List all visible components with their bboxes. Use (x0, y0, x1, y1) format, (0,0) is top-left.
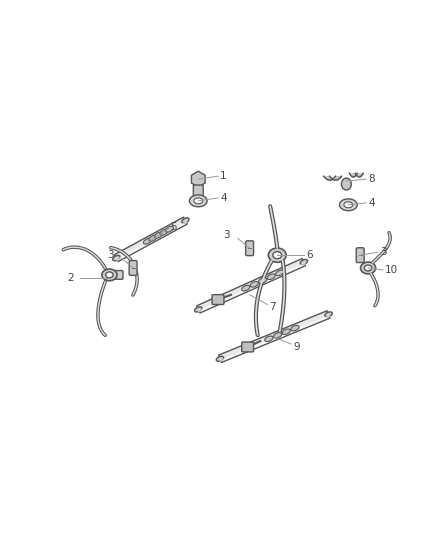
Ellipse shape (360, 262, 376, 274)
Ellipse shape (194, 307, 202, 312)
Text: 7: 7 (269, 302, 276, 312)
Ellipse shape (265, 336, 273, 342)
FancyBboxPatch shape (242, 342, 254, 352)
Ellipse shape (149, 235, 157, 241)
Ellipse shape (242, 285, 250, 291)
Ellipse shape (276, 270, 284, 276)
Ellipse shape (182, 218, 189, 223)
Ellipse shape (113, 255, 120, 261)
Ellipse shape (189, 195, 207, 207)
Polygon shape (191, 171, 205, 187)
Ellipse shape (155, 232, 162, 238)
Ellipse shape (160, 229, 168, 235)
FancyBboxPatch shape (193, 185, 203, 197)
Text: 5: 5 (171, 222, 177, 231)
Ellipse shape (143, 238, 152, 244)
Ellipse shape (250, 281, 258, 287)
FancyBboxPatch shape (113, 271, 123, 279)
FancyBboxPatch shape (246, 241, 254, 256)
Ellipse shape (216, 356, 224, 361)
Text: 3: 3 (223, 230, 230, 240)
Ellipse shape (268, 248, 286, 262)
Ellipse shape (342, 178, 351, 190)
FancyBboxPatch shape (356, 248, 364, 263)
FancyBboxPatch shape (212, 295, 224, 304)
Polygon shape (197, 259, 306, 313)
Text: 2: 2 (67, 273, 74, 283)
Ellipse shape (102, 269, 117, 281)
Ellipse shape (267, 274, 275, 279)
FancyBboxPatch shape (129, 261, 137, 276)
Ellipse shape (258, 278, 267, 284)
Text: 4: 4 (368, 198, 375, 208)
Text: 4: 4 (220, 193, 226, 203)
Ellipse shape (166, 227, 173, 232)
Ellipse shape (339, 199, 357, 211)
Polygon shape (114, 217, 187, 262)
Text: 10: 10 (385, 265, 398, 275)
Text: 8: 8 (368, 174, 375, 184)
Ellipse shape (273, 252, 282, 259)
Ellipse shape (273, 333, 282, 338)
Ellipse shape (282, 329, 290, 334)
Ellipse shape (194, 198, 203, 204)
Ellipse shape (364, 265, 372, 271)
Ellipse shape (325, 312, 332, 317)
Ellipse shape (300, 260, 307, 264)
Text: 3: 3 (380, 247, 387, 257)
Ellipse shape (291, 326, 299, 331)
Polygon shape (219, 311, 330, 362)
Ellipse shape (344, 202, 353, 208)
Text: 3: 3 (107, 250, 113, 260)
Ellipse shape (106, 272, 113, 278)
Text: 6: 6 (306, 250, 312, 260)
Text: 1: 1 (220, 171, 226, 181)
Text: 9: 9 (293, 342, 300, 352)
